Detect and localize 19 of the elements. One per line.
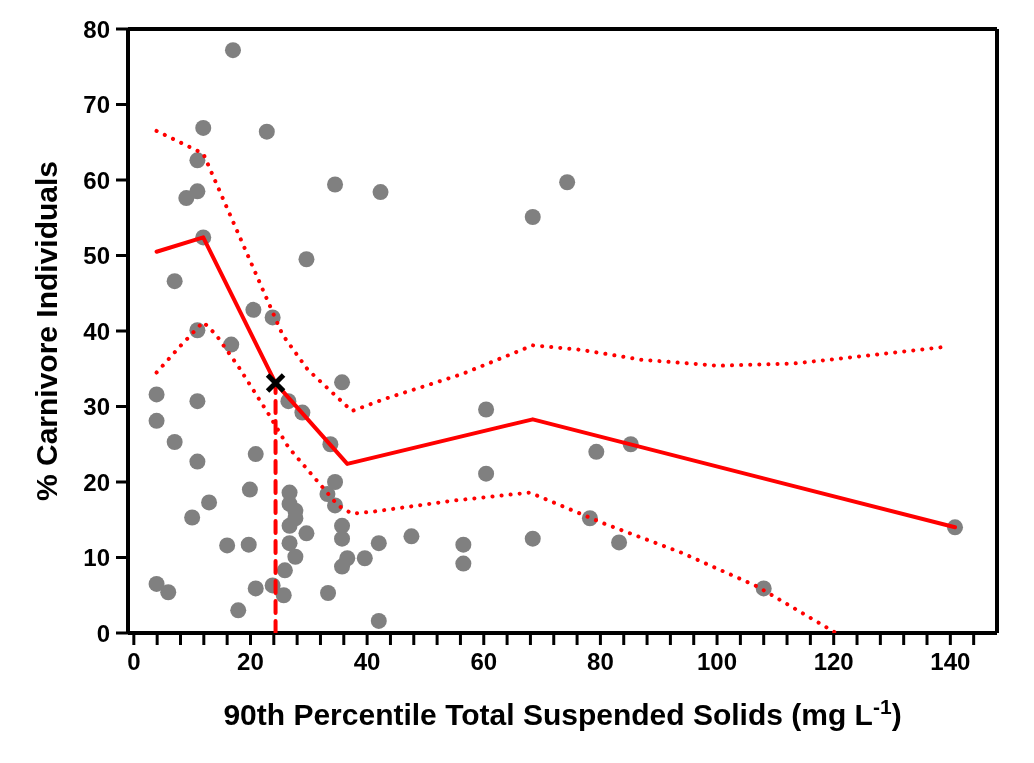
x-tick-label: 20	[237, 648, 264, 676]
x-tick-label: 60	[470, 648, 498, 676]
y-tick-label: 80	[83, 15, 110, 43]
y-tick-label: 0	[96, 619, 110, 647]
y-tick-label: 30	[83, 393, 110, 421]
x-tick-label: 100	[697, 648, 738, 676]
x-tick-label: 40	[353, 648, 381, 676]
x-axis-title: 90th Percentile Total Suspended Solids (mg L$^{-1}$)	[223, 694, 902, 731]
x-tick-label: 0	[127, 648, 141, 676]
y-tick-label: 70	[83, 91, 110, 119]
x-tick-label: 80	[587, 648, 614, 676]
y-tick-label: 40	[83, 317, 110, 345]
y-tick-label: 10	[83, 544, 110, 572]
x-tick-label: 120	[813, 648, 854, 676]
y-tick-label: 50	[83, 242, 110, 270]
y-tick-label: 20	[83, 468, 110, 496]
y-axis-title: % Carnivore Individuals	[29, 160, 63, 502]
x-tick-label: 140	[930, 648, 971, 676]
y-tick-label: 60	[83, 166, 110, 194]
